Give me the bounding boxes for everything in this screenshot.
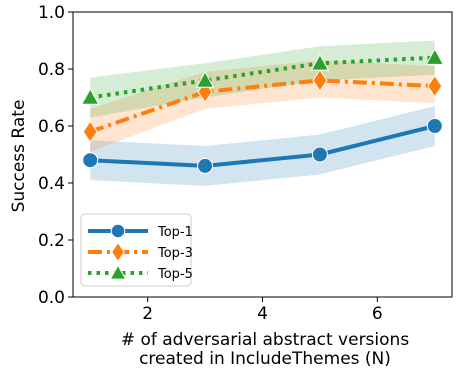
y-tick-label: 0.4 (38, 174, 65, 194)
y-axis-ticks: 0.0 0.2 0.4 0.6 0.8 1.0 (38, 3, 73, 308)
top-5-line (89, 55, 435, 100)
legend: Top-1 Top-3 Top-5 (80, 213, 193, 287)
y-axis-label: Success Rate (9, 100, 29, 213)
top-1-point (82, 152, 99, 169)
series-markers (80, 48, 445, 174)
legend-top-3-marker (111, 241, 125, 263)
top-1-point (197, 157, 214, 174)
top-5-point (80, 87, 100, 105)
top-5-point (425, 48, 445, 65)
legend-top-1-label: Top-1 (157, 225, 193, 240)
legend-top-5-label: Top-5 (157, 267, 193, 282)
legend-top-1-marker (110, 223, 126, 239)
series-lines (89, 55, 436, 168)
x-tick-label: 2 (142, 304, 153, 324)
x-axis-ticks: 2 4 6 (142, 297, 383, 324)
top-5-band (90, 40, 435, 118)
legend-top-5-marker (109, 264, 127, 280)
y-tick-label: 0.2 (38, 231, 65, 251)
top-3-point (427, 74, 443, 98)
y-tick-label: 0.8 (38, 60, 65, 80)
x-axis-label-line-1: # of adversarial abstract versions (121, 330, 410, 350)
top-3-line (89, 78, 435, 134)
top-3-point (82, 120, 98, 144)
y-tick-label: 0.6 (38, 117, 65, 137)
top-5-point (195, 70, 215, 88)
y-tick-label: 0.0 (38, 288, 65, 308)
x-tick-label: 6 (372, 304, 383, 324)
x-axis-label-line-2: created in IncludeThemes (N) (139, 349, 391, 368)
top-3-point (312, 68, 328, 92)
top-1-line (90, 124, 436, 168)
top-1-point (426, 118, 443, 134)
y-tick-label: 1.0 (38, 3, 65, 23)
x-tick-label: 4 (257, 304, 268, 324)
top-5-point (310, 53, 330, 71)
top-1-point (311, 146, 328, 163)
legend-top-3-label: Top-3 (157, 246, 193, 261)
